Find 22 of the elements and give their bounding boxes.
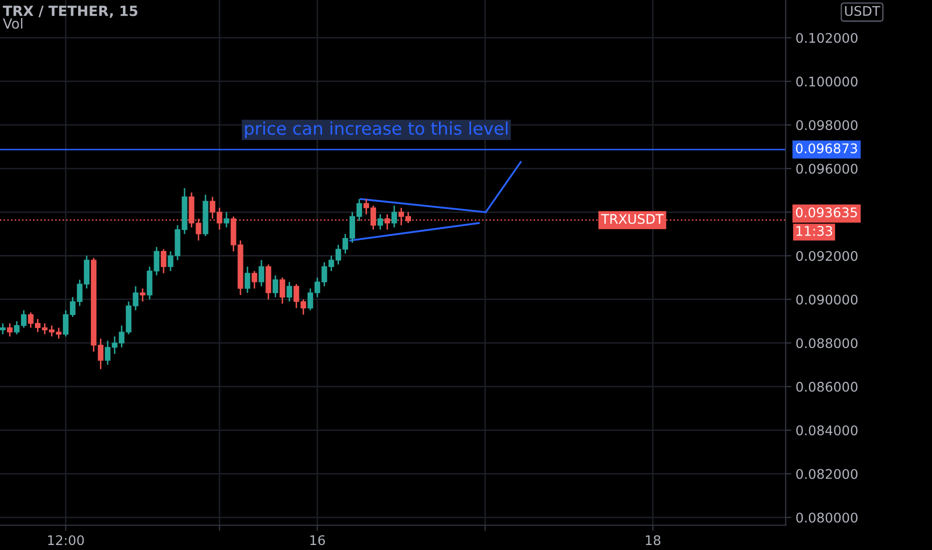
y-tick-label: 0.088000 <box>796 338 858 348</box>
x-tick-label: 12:00 <box>48 535 84 546</box>
text: 11:33 <box>796 226 832 236</box>
y-tick-label: 0.092000 <box>796 250 858 261</box>
chart-title: TRX / TETHER, 15 <box>2 6 138 18</box>
annotation: price can increase to this level <box>245 121 508 138</box>
y-tick-label: 0.084000 <box>796 425 858 436</box>
y-tick-label: 0.100000 <box>796 76 858 87</box>
y-tick-label: 0.086000 <box>796 382 858 392</box>
x-tick-label: 18 <box>646 535 660 546</box>
y-tick-label: 0.098000 <box>796 120 858 130</box>
ref-line-label: 0.093635 <box>796 207 857 218</box>
y-tick-label: 0.080000 <box>796 512 858 523</box>
annotation: Vol <box>2 18 22 29</box>
y-tick-label: 0.102000 <box>796 32 858 43</box>
y-tick-label: 0.090000 <box>796 294 858 305</box>
x-tick-label: 16 <box>310 535 325 546</box>
y-tick-label: 0.096000 <box>796 164 858 174</box>
y-axis-title: USDT <box>845 6 880 16</box>
ref-line-label: 0.096873 <box>796 143 858 154</box>
y-tick-label: 0.082000 <box>796 469 858 479</box>
annotation: TRXUSDT <box>601 214 664 224</box>
